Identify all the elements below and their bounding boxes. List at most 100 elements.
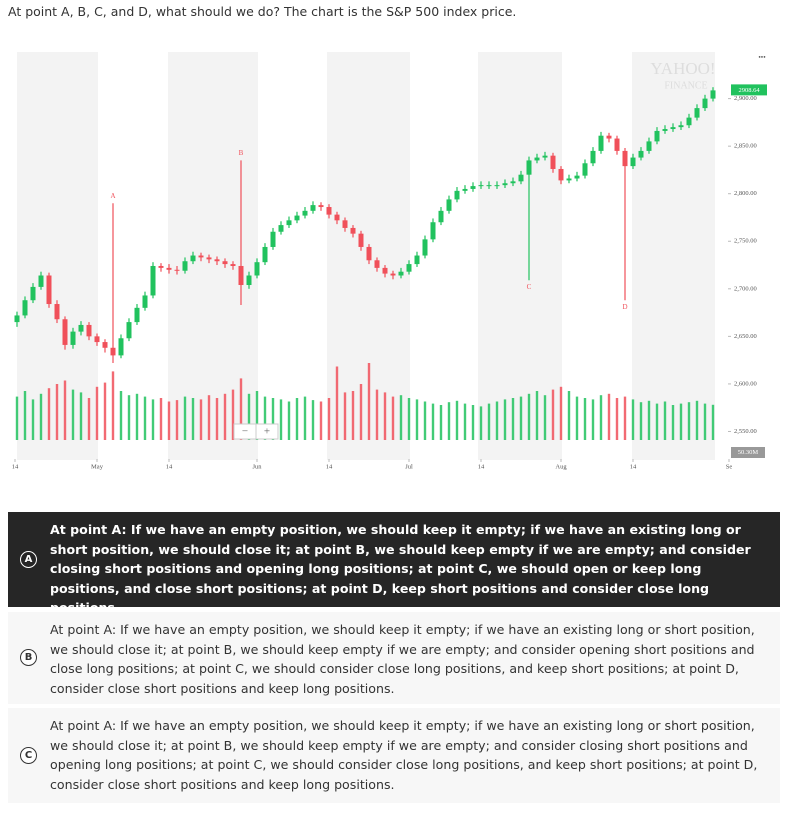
candle-body <box>430 222 436 240</box>
candle-body <box>134 307 140 323</box>
volume-bar <box>391 396 395 440</box>
annotation: B <box>239 149 244 157</box>
volume-bar <box>143 396 147 440</box>
candle-body <box>158 265 164 268</box>
candle-body <box>566 178 572 181</box>
volume-bar <box>367 363 371 440</box>
candle-body <box>46 275 52 305</box>
annotation: A <box>110 192 115 200</box>
candle-body <box>62 319 68 345</box>
watermark: FINANCE <box>664 80 707 91</box>
option[interactable]: C At point A: If we have an empty positio… <box>8 708 780 803</box>
volume-bar <box>287 401 291 440</box>
volume-bar <box>679 403 683 440</box>
volume-bar <box>359 384 363 440</box>
volume-bar <box>223 393 227 440</box>
option[interactable]: B At point A: If we have an empty positio… <box>8 612 780 704</box>
candle-body <box>310 205 316 211</box>
candle-body <box>462 188 468 191</box>
candle-body <box>326 207 332 215</box>
candle-body <box>214 259 220 262</box>
volume-bar <box>583 398 587 440</box>
candle-body <box>70 331 76 345</box>
candle-body <box>318 205 324 208</box>
candle-body <box>654 130 660 142</box>
volume-bar <box>631 399 635 440</box>
volume-bar <box>647 400 651 440</box>
y-tick-label: 2,900.00 <box>734 95 757 102</box>
y-tick-label: 2,650.00 <box>734 333 757 340</box>
candle-body <box>438 210 444 223</box>
candle-body <box>470 186 476 189</box>
candle-body <box>278 225 284 232</box>
volume-bar <box>167 401 171 440</box>
annotation: C <box>527 283 532 291</box>
volume-bar <box>671 405 675 440</box>
candle-body <box>174 269 180 271</box>
volume-bar <box>159 398 163 440</box>
candle-body <box>406 264 412 272</box>
candle-body <box>486 185 492 187</box>
candle-body <box>502 183 508 186</box>
volume-bar <box>639 402 643 440</box>
candle-body <box>510 181 516 184</box>
volume-bar <box>351 391 355 440</box>
candle-body <box>630 157 636 167</box>
y-tick-label: 2,800.00 <box>734 190 757 197</box>
volume-bar <box>39 393 43 440</box>
candle-body <box>206 257 212 260</box>
candle-body <box>22 300 28 316</box>
option-letter: C <box>20 746 37 764</box>
candle-body <box>182 261 188 271</box>
volume-bar <box>279 399 283 440</box>
volume-bar <box>455 400 459 440</box>
volume-bar <box>559 386 563 440</box>
candle-body <box>558 168 564 181</box>
zoom-out[interactable]: − <box>242 426 248 438</box>
candle-body <box>334 214 340 221</box>
volume-bar <box>439 405 443 440</box>
watermark: YAHOO! <box>650 59 715 78</box>
zoom-in[interactable]: + <box>264 426 270 438</box>
candle-body <box>38 275 44 287</box>
candle-body <box>86 324 92 337</box>
volume-bar <box>383 392 387 440</box>
candle-body <box>102 342 108 348</box>
candle-body <box>30 286 36 301</box>
volume-bar <box>463 403 467 440</box>
volume-bar <box>551 389 555 440</box>
volume-bar <box>247 393 251 440</box>
x-tick-label: 14 <box>630 463 637 470</box>
volume-bar <box>599 395 603 440</box>
volume-bar <box>591 399 595 440</box>
volume-bar <box>399 395 403 440</box>
volume-bar <box>535 391 539 440</box>
volume-bar <box>519 396 523 440</box>
volume-bar <box>199 399 203 440</box>
volume-bar <box>119 391 123 440</box>
volume-bar <box>471 405 475 440</box>
option[interactable]: A At point A: If we have an empty positio… <box>8 512 780 615</box>
volume-bar <box>23 391 27 440</box>
x-tick-label: 14 <box>166 463 173 470</box>
volume-bar <box>335 366 339 440</box>
x-tick-label: Jun <box>252 463 262 470</box>
band <box>478 52 562 460</box>
candle-body <box>254 262 260 276</box>
candle-body <box>166 267 172 270</box>
candle-body <box>678 125 684 128</box>
volume-bar <box>319 401 323 440</box>
menu[interactable]: ••• <box>758 54 766 62</box>
volume-bar <box>655 403 659 440</box>
candle-body <box>582 163 588 176</box>
candle-body <box>494 185 500 187</box>
volume-bar <box>111 371 115 440</box>
x-tick-label: 14 <box>12 463 19 470</box>
candle-body <box>606 135 612 139</box>
volume-bar <box>271 398 275 440</box>
candle-body <box>670 127 676 130</box>
candle-body <box>246 275 252 286</box>
candle-body <box>518 174 524 182</box>
volume-bar <box>663 401 667 440</box>
volume-bar <box>215 398 219 440</box>
